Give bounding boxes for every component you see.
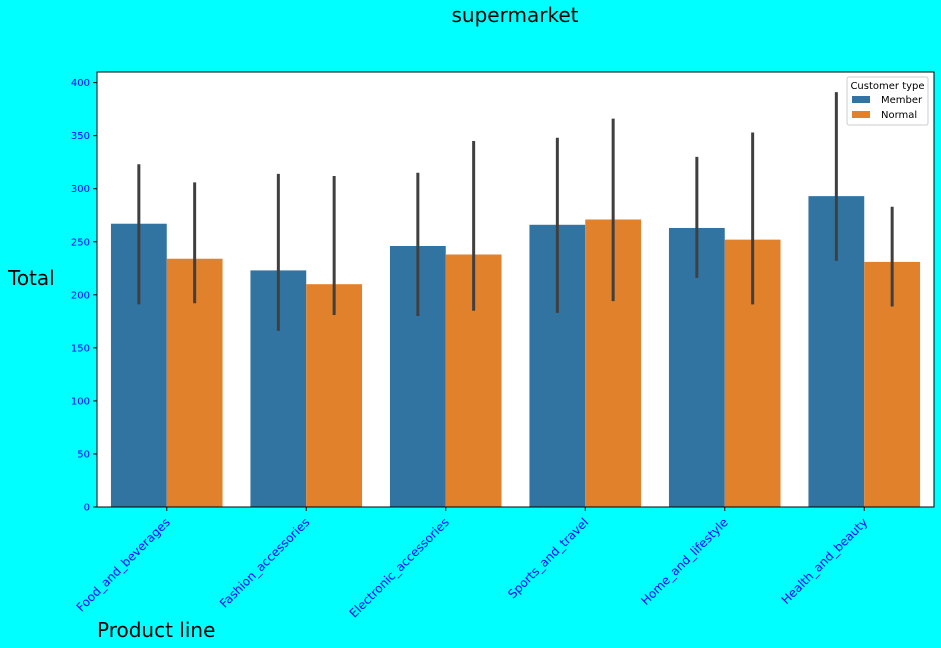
chart-title: supermarket <box>452 3 579 27</box>
bars-group <box>110 196 921 507</box>
plot-area <box>97 72 934 507</box>
y-tick-label: 100 <box>71 396 90 407</box>
x-tick-label: Home_and_lifestyle <box>638 515 731 608</box>
y-tick-label: 250 <box>71 237 90 248</box>
bar-normal-1 <box>306 284 363 507</box>
legend: Customer type Member Normal <box>846 76 929 126</box>
y-tick-label: 0 <box>84 503 90 514</box>
x-tick-label: Health_and_beauty <box>779 515 871 607</box>
x-tick-label: Electronic_accessories <box>347 515 452 620</box>
x-tick-label: Sports_and_travel <box>505 515 591 601</box>
plot-frame <box>96 71 935 508</box>
y-axis-label: Total <box>7 266 55 290</box>
y-axis: 0 50 100 150 200 250 300 350 400 <box>71 78 97 514</box>
y-tick-label: 200 <box>71 290 90 301</box>
legend-title: Customer type <box>850 81 924 92</box>
x-tick-label: Fashion_accessories <box>217 515 312 610</box>
y-tick-label: 350 <box>71 131 90 142</box>
x-axis: Food_and_beverages Fashion_accessories Ele… <box>74 507 871 620</box>
y-tick-label: 300 <box>71 184 90 195</box>
y-tick-label: 50 <box>77 449 90 460</box>
x-tick-label: Food_and_beverages <box>74 515 173 614</box>
legend-swatch-normal <box>852 111 870 118</box>
legend-label-member: Member <box>881 95 923 106</box>
legend-swatch-member <box>852 96 870 103</box>
errorbars-group <box>137 92 894 331</box>
legend-label-normal: Normal <box>881 110 917 121</box>
x-axis-label: Product line <box>97 618 215 642</box>
y-tick-label: 150 <box>71 343 90 354</box>
y-tick-label: 400 <box>71 78 90 89</box>
